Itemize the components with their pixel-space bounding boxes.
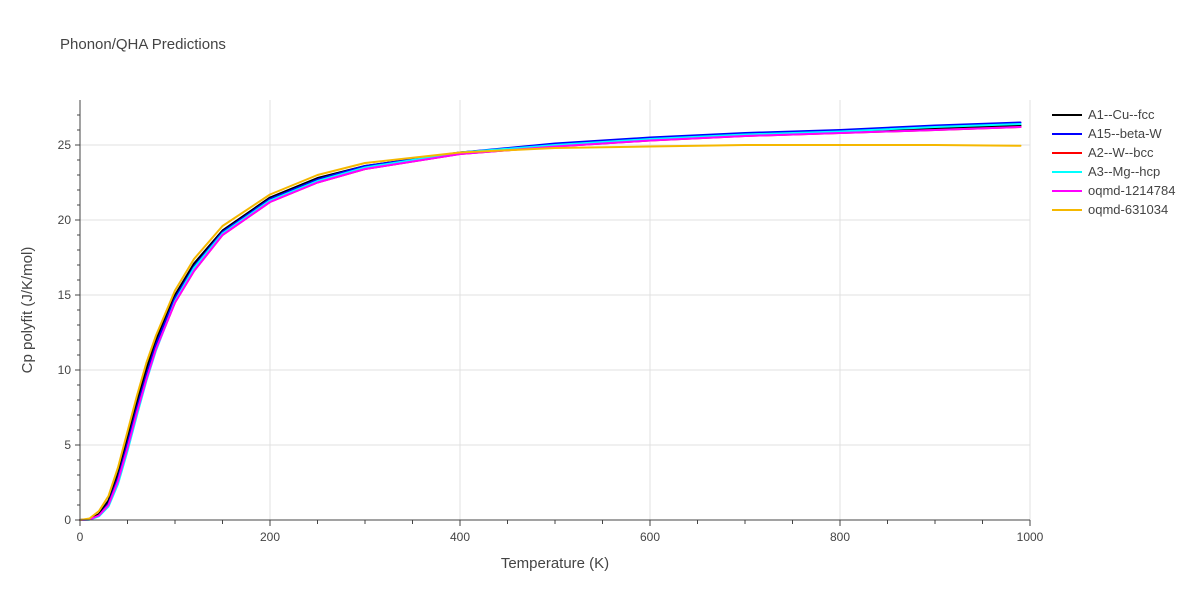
y-tick-label: 15 — [58, 288, 72, 302]
x-tick-label: 400 — [450, 530, 470, 544]
grid-lines — [80, 100, 1031, 520]
legend-swatch — [1052, 208, 1082, 211]
x-tick-label: 1000 — [1017, 530, 1044, 544]
y-tick-label: 0 — [64, 513, 71, 527]
legend-swatch — [1052, 113, 1082, 116]
legend-label: A2--W--bcc — [1088, 145, 1154, 160]
legend-swatch — [1052, 189, 1082, 192]
x-tick-label: 0 — [77, 530, 84, 544]
x-tick-label: 800 — [830, 530, 850, 544]
legend-label: A1--Cu--fcc — [1088, 107, 1155, 122]
legend-label: oqmd-1214784 — [1088, 183, 1176, 198]
legend-swatch — [1052, 132, 1082, 135]
y-tick-label: 25 — [58, 138, 72, 152]
y-tick-label: 5 — [64, 438, 71, 452]
series-line-a15-beta-w — [79, 121, 1022, 521]
x-axis-label: Temperature (K) — [501, 555, 609, 572]
series-line-oqmd-1214784 — [79, 126, 1022, 521]
legend-label: A3--Mg--hcp — [1088, 164, 1161, 179]
legend-item-oqmd-631034[interactable]: oqmd-631034 — [1052, 200, 1175, 219]
y-tick-label: 10 — [58, 363, 72, 377]
chart-title: Phonon/QHA Predictions — [60, 36, 226, 53]
legend-swatch — [1052, 151, 1082, 154]
series-line-a1-cu-fcc — [79, 124, 1022, 521]
series-line-a3-mg-hcp — [79, 123, 1022, 521]
legend-item-a3-mg-hcp[interactable]: A3--Mg--hcp — [1052, 162, 1175, 181]
y-tick-label: 20 — [58, 213, 72, 227]
series-lines — [79, 121, 1022, 521]
series-line-oqmd-631034 — [79, 144, 1022, 521]
series-line-a2-w-bcc — [79, 126, 1022, 521]
legend-item-a1-cu-fcc[interactable]: A1--Cu--fcc — [1052, 105, 1175, 124]
legend-label: A15--beta-W — [1088, 126, 1162, 141]
x-tick-label: 600 — [640, 530, 660, 544]
legend-item-a2-w-bcc[interactable]: A2--W--bcc — [1052, 143, 1175, 162]
axes: 0 200 400 600 800 1000 0 5 10 15 20 25 — [58, 100, 1044, 544]
legend: A1--Cu--fcc A15--beta-W A2--W--bcc A3--Mg--… — [1052, 105, 1175, 219]
x-tick-label: 200 — [260, 530, 280, 544]
legend-swatch — [1052, 170, 1082, 173]
y-axis-label: Cp polyfit (J/K/mol) — [19, 247, 36, 374]
legend-item-oqmd-1214784[interactable]: oqmd-1214784 — [1052, 181, 1175, 200]
legend-label: oqmd-631034 — [1088, 202, 1169, 217]
legend-item-a15-beta-w[interactable]: A15--beta-W — [1052, 124, 1175, 143]
